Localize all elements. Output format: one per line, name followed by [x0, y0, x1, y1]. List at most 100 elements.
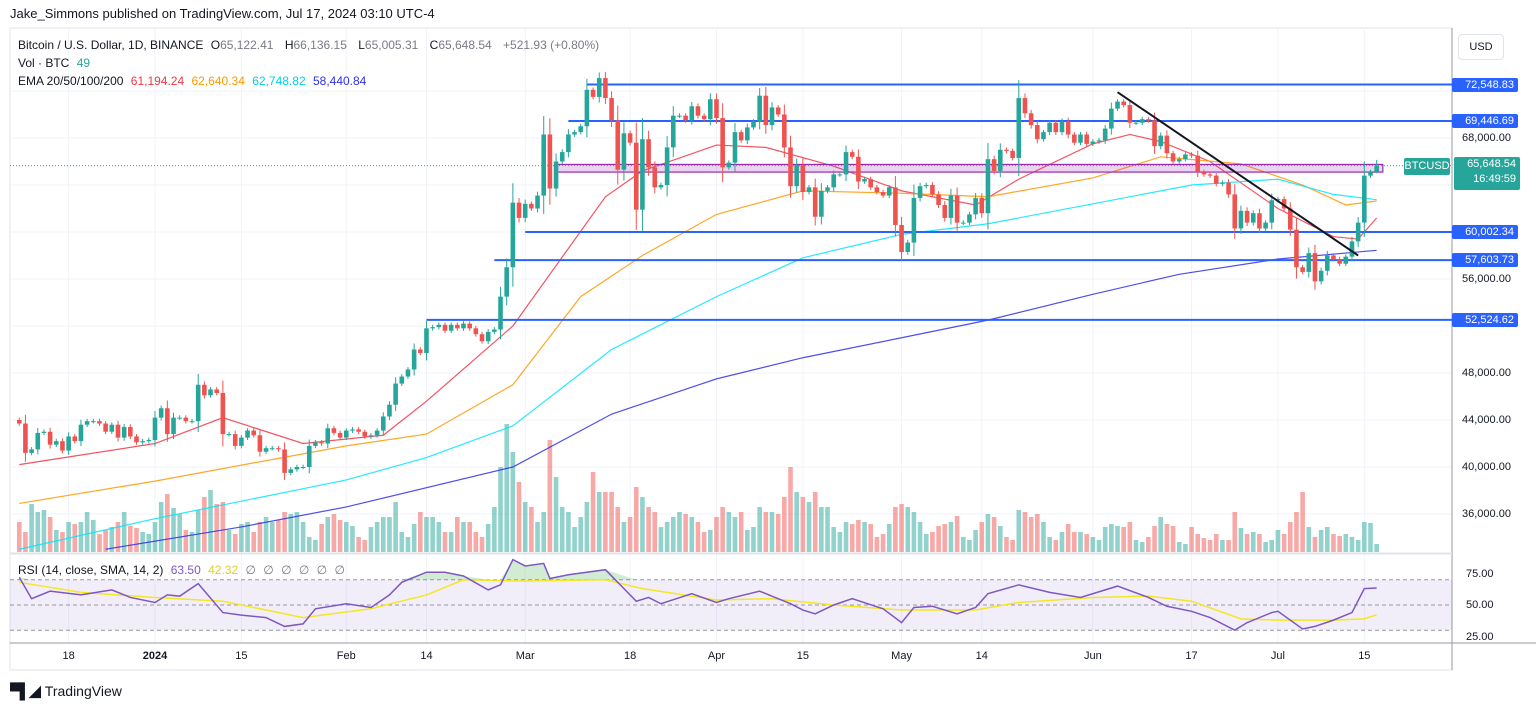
candle-body — [960, 222, 966, 224]
candle-body — [300, 467, 306, 468]
volume-bar — [97, 534, 102, 552]
volume-bar — [646, 507, 651, 552]
candle-body — [812, 187, 818, 217]
volume-bar — [911, 512, 917, 552]
candle-body — [572, 132, 577, 135]
volume-bar — [831, 527, 836, 552]
open-label: O — [210, 38, 221, 52]
candle-body — [288, 469, 294, 473]
candle-body — [171, 417, 176, 435]
rsi-sma-value: 42.32 — [208, 563, 239, 577]
volume-bar — [1146, 537, 1151, 552]
time-tick-label: 15 — [796, 650, 809, 662]
candle-body — [436, 324, 442, 328]
volume-bar — [1281, 534, 1287, 552]
volume-bar — [300, 522, 306, 552]
volume-bar — [1016, 510, 1022, 552]
volume-bar — [1053, 540, 1059, 552]
candle-body — [837, 174, 843, 176]
volume-bar — [214, 504, 219, 552]
candle-body — [214, 389, 219, 393]
candle-body — [368, 435, 374, 437]
volume-bar — [825, 507, 830, 552]
last-price-label: 65,648.54 16:49:59 — [1454, 157, 1520, 190]
candle-body — [763, 95, 769, 126]
candle-body — [1220, 182, 1225, 184]
volume-bar — [1269, 540, 1275, 552]
candle-body — [954, 195, 960, 223]
candle-body — [47, 431, 53, 445]
volume-bar — [504, 424, 509, 552]
low-value: 65,005.31 — [364, 38, 419, 52]
volume-bar — [738, 512, 744, 552]
trendline — [1116, 91, 1359, 257]
volume-bar — [960, 537, 966, 552]
rsi-na-value: ∅ — [316, 563, 328, 577]
volume-bar — [720, 507, 725, 552]
volume-bar — [1183, 544, 1188, 552]
candle-body — [806, 187, 812, 193]
candle-body — [930, 185, 935, 195]
volume-bar — [1096, 540, 1102, 552]
volume-bar — [1263, 542, 1268, 552]
candle-body — [208, 389, 213, 396]
volume-bar — [202, 497, 207, 552]
candle-body — [1244, 210, 1250, 223]
volume-bar — [251, 532, 257, 552]
volume-bar — [1294, 512, 1299, 552]
volume-bar — [1355, 540, 1361, 552]
candle-body — [1300, 267, 1305, 272]
candle-body — [849, 152, 855, 157]
volume-bar — [973, 530, 978, 552]
candle-body — [868, 179, 874, 188]
volume-bar — [498, 467, 503, 552]
symbol-name[interactable]: Bitcoin / U.S. Dollar, 1D, BINANCE — [18, 38, 204, 52]
volume-bar — [677, 512, 682, 552]
volume-bar — [751, 527, 756, 552]
ema-line-ema200 — [105, 249, 1377, 550]
volume-bar — [1213, 534, 1219, 552]
volume-bar — [343, 522, 349, 552]
volume-bar — [60, 532, 65, 552]
candle-body — [1374, 165, 1379, 172]
candle-body — [911, 197, 917, 243]
candle-body — [16, 420, 22, 424]
rsi-overbought-fill — [444, 572, 464, 580]
candle-body — [195, 384, 201, 422]
candle-body — [794, 165, 799, 187]
volume-bar — [1041, 522, 1046, 552]
candle-body — [578, 126, 584, 133]
candle-body — [782, 114, 787, 148]
candle-body — [140, 441, 145, 443]
tradingview-logo[interactable]: ▀▌◢ TradingView — [10, 682, 122, 700]
volume-bar — [331, 514, 337, 552]
candle-body — [1096, 140, 1102, 142]
volume-bar — [473, 532, 479, 552]
volume-label[interactable]: Vol · BTC — [18, 56, 70, 70]
candle-body — [1318, 270, 1324, 282]
publisher-line: Jake_Simmons published on TradingView.co… — [10, 6, 435, 21]
volume-bar — [664, 522, 670, 552]
volume-bar — [479, 537, 485, 552]
rsi-label[interactable]: RSI (14, close, SMA, 14, 2) — [18, 563, 164, 577]
volume-bar — [559, 507, 565, 552]
candle-body — [831, 174, 836, 188]
candle-body — [664, 147, 670, 185]
candle-body — [1127, 105, 1133, 123]
volume-bar — [165, 494, 170, 552]
ema-label[interactable]: EMA 20/50/100/200 — [18, 74, 124, 88]
candle-body — [78, 424, 84, 442]
volume-bar — [448, 532, 454, 552]
candle-body — [1121, 101, 1126, 106]
candle-body — [485, 331, 491, 342]
volume-bar — [769, 512, 775, 552]
candle-body — [1139, 119, 1145, 123]
chart-frame — [9, 27, 1453, 671]
currency-button[interactable]: USD — [1458, 34, 1504, 60]
volume-bar — [1035, 514, 1040, 552]
volume-bar — [806, 502, 812, 552]
last-price: 65,648.54 — [1467, 158, 1516, 170]
volume-bar — [880, 534, 886, 552]
candle-body — [276, 448, 281, 450]
